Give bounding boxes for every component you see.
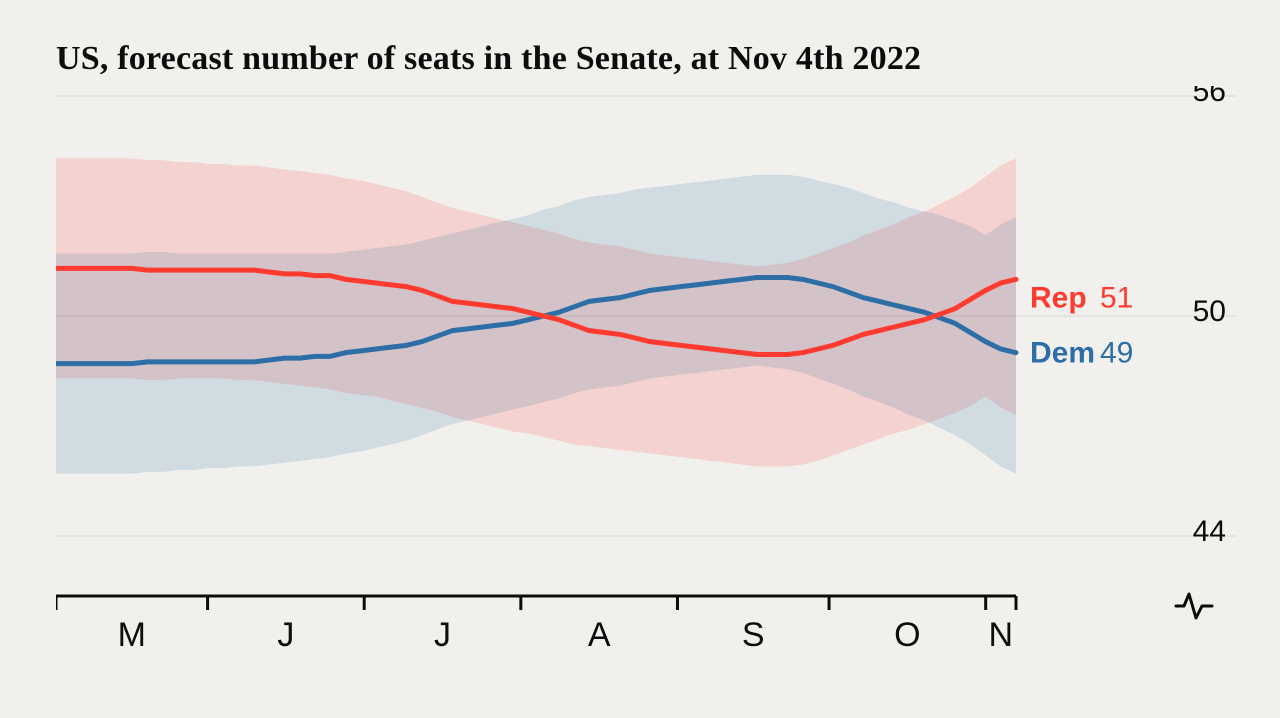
dem-end-label: Dem49: [1030, 337, 1133, 370]
x-tick-label: O: [894, 616, 920, 654]
y-tick-label: 56: [1193, 86, 1226, 108]
svg-text:51: 51: [1100, 282, 1133, 315]
svg-text:49: 49: [1100, 337, 1133, 370]
x-tick-label: J: [277, 616, 294, 654]
x-tick-label: N: [989, 616, 1014, 654]
chart-title: US, forecast number of seats in the Sena…: [56, 40, 1260, 78]
svg-text:Rep: Rep: [1030, 282, 1087, 315]
svg-text:Dem: Dem: [1030, 337, 1095, 370]
x-tick-label: A: [588, 616, 611, 654]
spark-icon: [1176, 594, 1212, 618]
x-tick-label: M: [118, 616, 146, 654]
forecast-chart: 445056MJJASONRep51Dem49: [56, 86, 1236, 686]
x-tick-label: S: [742, 616, 765, 654]
y-tick-label: 50: [1193, 295, 1226, 328]
y-tick-label: 44: [1193, 515, 1226, 548]
rep-end-label: Rep 51: [1030, 282, 1133, 315]
x-tick-label: J: [434, 616, 451, 654]
